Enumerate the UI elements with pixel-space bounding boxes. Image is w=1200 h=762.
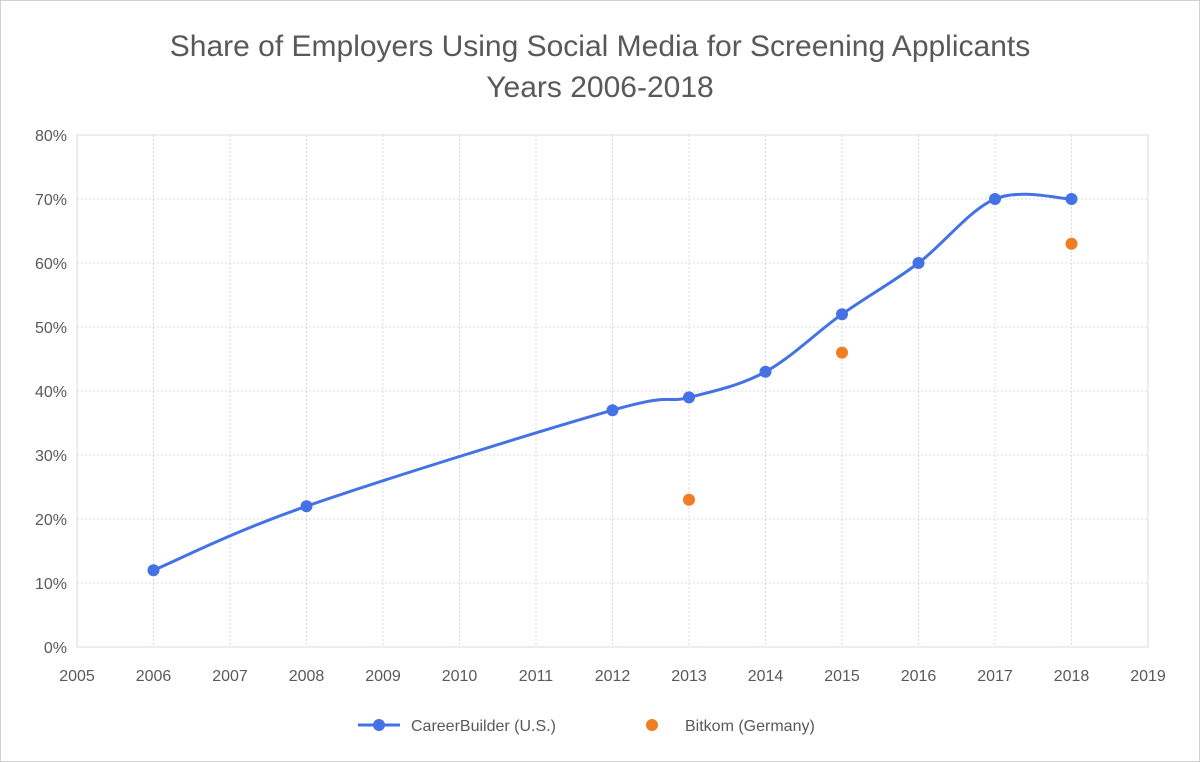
plot-area-border <box>76 134 1149 648</box>
y-tick-label: 30% <box>35 448 67 465</box>
x-tick-label: 2008 <box>289 668 325 685</box>
data-point-series-1-2018 <box>1065 237 1078 250</box>
data-point-series-1-2013 <box>683 493 695 506</box>
x-tick-label: 2016 <box>901 668 937 685</box>
legend-swatch-marker-1 <box>646 719 658 731</box>
y-tick-label: 50% <box>35 320 67 337</box>
x-tick-label: 2012 <box>595 668 631 685</box>
y-tick-label: 60% <box>35 256 67 273</box>
data-point-series-1-2015 <box>836 346 848 359</box>
legend: CareerBuilder (U.S.) Bitkom (Germany) <box>358 718 815 735</box>
y-tick-label: 40% <box>35 384 67 401</box>
data-point-series-0-2013 <box>683 391 695 404</box>
x-tick-label: 2009 <box>365 668 401 685</box>
x-tick-label: 2007 <box>212 668 248 685</box>
legend-swatch-marker-0 <box>373 719 385 731</box>
series-line-0 <box>152 192 1073 572</box>
data-point-series-0-2014 <box>759 365 772 378</box>
legend-label-1: Bitkom (Germany) <box>685 718 815 735</box>
grid <box>76 134 1149 648</box>
y-tick-label: 10% <box>35 576 67 593</box>
data-point-series-0-2018 <box>1065 193 1078 205</box>
x-tick-label: 2017 <box>977 668 1013 685</box>
y-tick-label: 0% <box>44 640 67 657</box>
x-tick-label: 2018 <box>1054 668 1090 685</box>
data-point-series-0-2017 <box>989 193 1001 205</box>
y-tick-label: 70% <box>35 192 67 209</box>
data-point-series-0-2015 <box>836 308 848 321</box>
axes: 0% 10% 20% 30% 40% 50% 60% 70% 80% 2005 2006 2007 20… <box>35 128 1166 685</box>
chart-title-line-2: Years 2006-2018 <box>486 71 713 104</box>
x-tick-label: 2010 <box>442 668 478 685</box>
x-tick-label: 2014 <box>748 668 784 685</box>
x-tick-label: 2013 <box>671 668 707 685</box>
data-point-series-0-2008 <box>300 500 313 513</box>
y-tick-label: 80% <box>35 128 67 145</box>
legend-label-0: CareerBuilder (U.S.) <box>411 718 556 735</box>
y-tick-label: 20% <box>35 512 67 529</box>
x-tick-label: 2005 <box>59 668 95 685</box>
x-tick-label: 2011 <box>519 668 554 685</box>
x-tick-label: 2019 <box>1130 668 1166 685</box>
data-point-series-0-2006 <box>147 564 160 577</box>
x-tick-label: 2015 <box>824 668 860 685</box>
data-point-series-0-2012 <box>606 404 619 417</box>
chart-title-line-1: Share of Employers Using Social Media fo… <box>170 30 1030 63</box>
x-tick-label: 2006 <box>136 668 172 685</box>
series <box>147 192 1078 577</box>
data-point-series-0-2016 <box>912 257 925 269</box>
